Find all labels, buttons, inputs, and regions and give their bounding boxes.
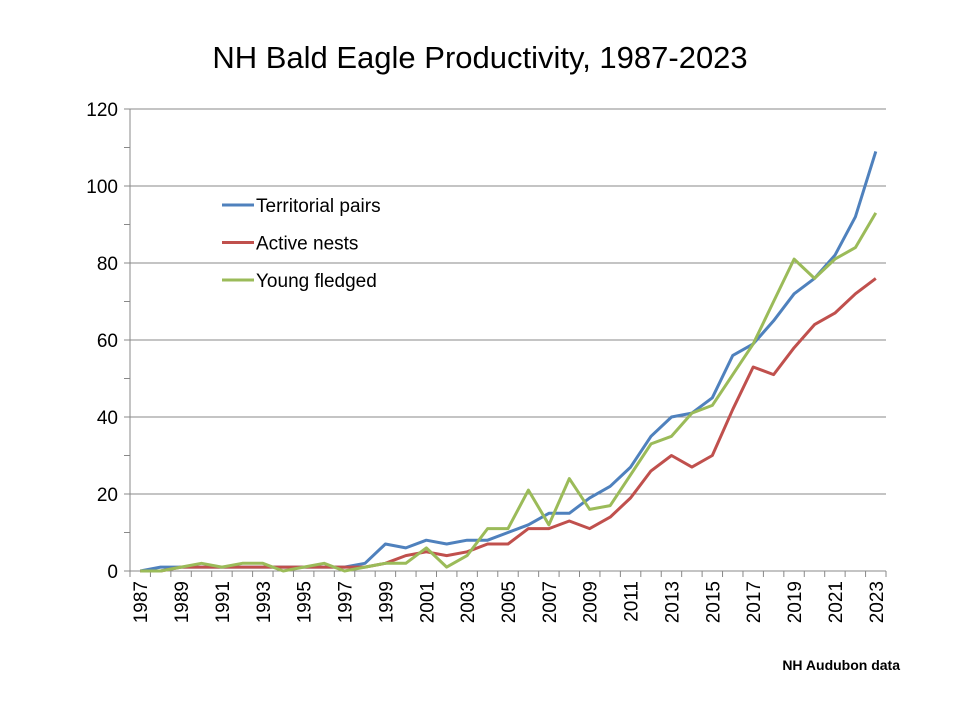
y-tick-label: 0 xyxy=(107,562,118,583)
series-line-0 xyxy=(139,150,878,573)
x-tick-label: 2023 xyxy=(867,581,888,623)
series-line-2 xyxy=(140,212,878,573)
legend-label: Young fledged xyxy=(256,271,377,292)
y-tick-label: 40 xyxy=(97,408,118,429)
legend-label: Active nests xyxy=(256,234,358,255)
x-tick-label: 2015 xyxy=(703,581,724,623)
series-lines xyxy=(139,150,878,573)
y-tick-label: 100 xyxy=(86,177,118,198)
x-tick-label: 2011 xyxy=(622,581,643,622)
x-tick-label: 1997 xyxy=(336,581,357,623)
y-tick-label: 120 xyxy=(86,100,118,121)
source-note: NH Audubon data xyxy=(782,657,900,673)
x-tick-label: 2013 xyxy=(662,581,683,623)
x-tick-label: 2007 xyxy=(540,581,561,623)
y-tick-label: 20 xyxy=(97,485,118,506)
series-line-1 xyxy=(140,277,877,573)
legend: Territorial pairs Active nests Young fledg… xyxy=(222,196,381,292)
x-tick-label: 2005 xyxy=(499,581,520,623)
gridlines xyxy=(130,108,886,495)
x-tick-label: 1989 xyxy=(172,581,193,623)
x-tick-label: 2017 xyxy=(744,581,765,623)
x-tick-label: 2003 xyxy=(458,581,479,623)
legend-label: Territorial pairs xyxy=(256,196,381,217)
y-tick-label: 80 xyxy=(97,254,118,275)
y-axis-tick-labels: 0 20 40 60 80 100 120 xyxy=(86,100,118,583)
x-tick-label: 2019 xyxy=(785,581,806,623)
axes xyxy=(124,108,887,577)
x-axis-tick-labels: 1987 1989 1991 1993 1995 1997 1999 2001 2003 2005… xyxy=(131,581,888,623)
x-tick-label: 1993 xyxy=(254,581,275,623)
x-tick-label: 1991 xyxy=(213,581,234,623)
x-tick-label: 2021 xyxy=(826,581,847,623)
x-tick-label: 1987 xyxy=(131,581,152,623)
x-tick-label: 1995 xyxy=(295,581,316,623)
x-tick-label: 2009 xyxy=(581,581,602,623)
y-tick-label: 60 xyxy=(97,331,118,352)
chart-title: NH Bald Eagle Productivity, 1987-2023 xyxy=(212,40,747,75)
x-tick-label: 1999 xyxy=(376,581,397,623)
x-tick-label: 2001 xyxy=(417,581,438,623)
